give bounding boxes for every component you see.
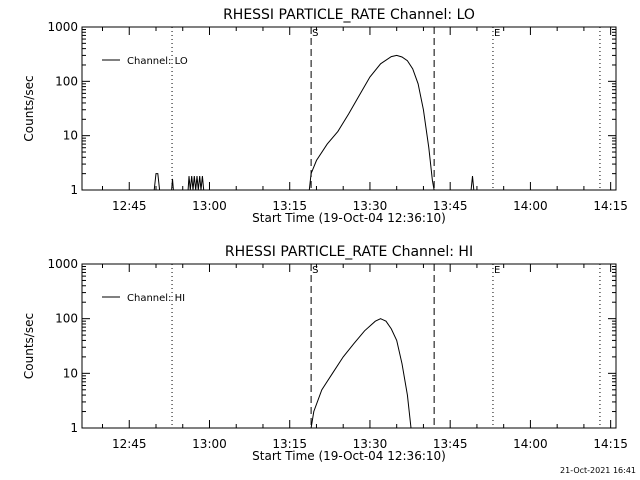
time-marker-label: E — [494, 265, 500, 276]
chart-title: RHESSI PARTICLE_RATE Channel: HI — [225, 244, 473, 260]
y-tick-label: 1000 — [47, 257, 78, 271]
time-marker-label: S — [312, 28, 318, 39]
y-tick-label: 1 — [70, 421, 78, 435]
x-tick-label: 13:45 — [433, 199, 468, 213]
chart-panel: RHESSI PARTICLE_RATE Channel: LO 1 10 100 10… — [22, 7, 628, 225]
x-tick-label: 12:45 — [112, 437, 147, 451]
time-marker-label: E — [494, 28, 500, 39]
x-tick-label: 14:15 — [593, 199, 628, 213]
x-tick-label: 13:15 — [272, 199, 307, 213]
chart-title: RHESSI PARTICLE_RATE Channel: LO — [223, 7, 475, 23]
x-tick-label: 13:00 — [192, 199, 227, 213]
plot-frame — [81, 26, 617, 191]
plot-timestamp: 21-Oct-2021 16:41 — [560, 466, 636, 475]
x-tick-label: 14:15 — [593, 437, 628, 451]
x-tick-label: 13:00 — [192, 437, 227, 451]
y-tick-label: 100 — [55, 312, 78, 326]
x-tick-label: 13:45 — [433, 437, 468, 451]
y-tick-label: 100 — [55, 74, 78, 88]
y-tick-label: 10 — [63, 129, 78, 143]
y-axis-label: Counts/sec — [22, 313, 36, 379]
legend-label: Channel: HI — [127, 293, 185, 304]
x-axis-label: Start Time (19-Oct-04 12:36:10) — [252, 211, 446, 225]
time-marker-label: S — [312, 265, 318, 276]
x-tick-label: 12:45 — [112, 199, 147, 213]
x-tick-label: 13:15 — [272, 437, 307, 451]
y-tick-label: 1000 — [47, 20, 78, 34]
x-axis-label: Start Time (19-Oct-04 12:36:10) — [252, 449, 446, 463]
x-tick-label: 14:00 — [513, 199, 548, 213]
y-axis-label: Counts/sec — [22, 75, 36, 141]
x-tick-label: 13:30 — [353, 199, 388, 213]
legend-label: Channel: LO — [127, 56, 188, 67]
x-tick-label: 14:00 — [513, 437, 548, 451]
y-tick-label: 1 — [70, 183, 78, 197]
plot-frame — [81, 263, 617, 429]
series-line — [153, 54, 475, 191]
series-line — [310, 318, 412, 429]
x-tick-label: 13:30 — [353, 437, 388, 451]
y-tick-label: 10 — [63, 366, 78, 380]
chart-panel: RHESSI PARTICLE_RATE Channel: HI 1 10 100 10… — [22, 244, 628, 463]
